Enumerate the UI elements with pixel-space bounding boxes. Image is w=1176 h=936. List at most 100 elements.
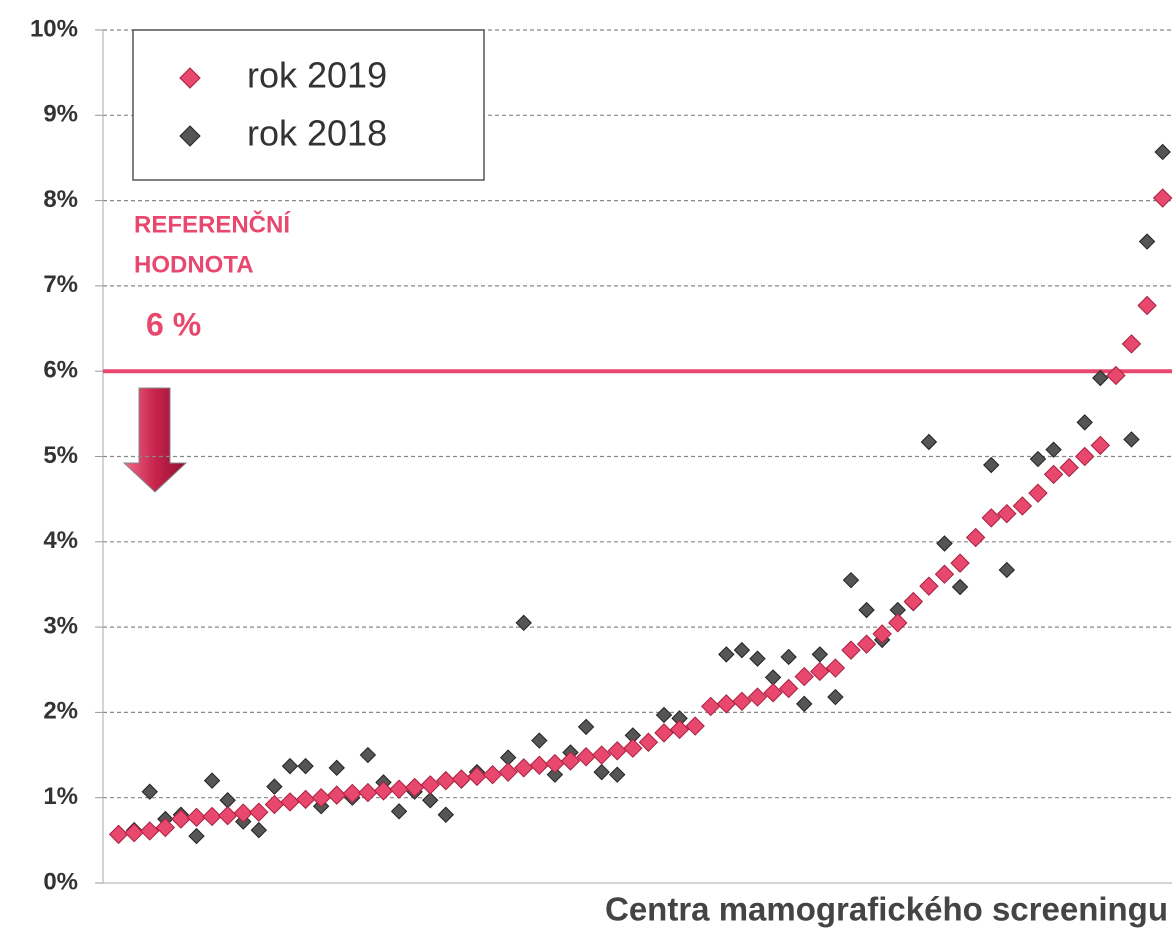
point: [250, 821, 268, 839]
point: [389, 779, 409, 799]
point: [171, 809, 191, 829]
point: [560, 751, 581, 771]
point: [1029, 450, 1047, 468]
y-tick-label: 6%: [43, 357, 78, 384]
point: [373, 781, 394, 801]
point: [233, 803, 253, 823]
point: [1138, 233, 1156, 250]
point: [998, 561, 1016, 579]
point: [1152, 188, 1173, 208]
point: [1012, 496, 1033, 516]
point: [280, 792, 300, 812]
point: [342, 783, 363, 804]
point: [965, 527, 986, 548]
point: [202, 806, 222, 827]
point: [981, 508, 1001, 528]
point: [718, 646, 735, 663]
point: [482, 764, 503, 785]
point: [607, 741, 627, 761]
reference-title: HODNOTA: [134, 251, 254, 278]
point: [390, 803, 408, 820]
point: [203, 772, 221, 789]
point: [858, 601, 875, 619]
point: [531, 732, 548, 749]
y-tick-label: 3%: [43, 612, 78, 639]
point: [842, 571, 860, 589]
point: [186, 807, 207, 828]
legend-label: rok 2018: [247, 113, 387, 154]
point: [1028, 483, 1048, 503]
y-tick-label: 2%: [43, 698, 78, 725]
legend-marker: [179, 67, 201, 89]
y-tick-label: 5%: [43, 442, 78, 469]
point: [546, 766, 564, 783]
point: [529, 755, 550, 775]
y-tick-label: 8%: [43, 186, 78, 213]
point: [420, 775, 440, 795]
point: [404, 777, 425, 798]
point: [794, 666, 814, 687]
point: [264, 794, 285, 815]
point: [1106, 365, 1126, 386]
point: [747, 687, 768, 707]
y-tick-label: 9%: [43, 101, 78, 128]
point: [297, 757, 314, 775]
point: [593, 763, 610, 781]
point: [295, 789, 316, 810]
point: [669, 719, 690, 740]
point: [591, 745, 612, 765]
point: [950, 553, 970, 573]
point: [281, 757, 299, 775]
point: [825, 658, 846, 678]
point: [934, 564, 955, 584]
y-tick-label: 0%: [43, 868, 78, 895]
point: [311, 787, 331, 808]
point: [780, 648, 797, 666]
point: [778, 678, 799, 699]
point: [1059, 457, 1079, 478]
point: [545, 753, 565, 774]
point: [124, 822, 144, 843]
point: [936, 535, 953, 552]
point: [654, 723, 674, 743]
y-tick-label: 10%: [30, 15, 78, 42]
point: [108, 824, 129, 845]
point: [811, 646, 829, 663]
legend-marker: [179, 125, 201, 147]
point: [249, 802, 269, 822]
point: [359, 746, 377, 764]
point: [638, 732, 659, 752]
point: [1075, 446, 1095, 467]
point: [577, 718, 595, 736]
point: [1154, 143, 1171, 161]
point: [358, 782, 378, 803]
point: [576, 747, 596, 767]
point: [328, 759, 345, 777]
point: [1043, 464, 1064, 485]
reference-title: REFERENČNÍ: [134, 210, 291, 238]
point: [140, 821, 160, 841]
point: [903, 591, 924, 612]
point: [919, 576, 939, 596]
point: [141, 783, 158, 800]
point: [1092, 369, 1109, 387]
point: [685, 716, 705, 736]
point: [437, 806, 455, 823]
point: [827, 688, 844, 706]
point: [1076, 414, 1093, 431]
point: [155, 817, 176, 838]
point: [514, 758, 534, 778]
point: [764, 669, 782, 686]
reference-label: 6 %: [146, 306, 201, 342]
point: [749, 650, 766, 667]
point: [733, 641, 751, 659]
point: [732, 691, 752, 712]
point: [856, 634, 877, 654]
point: [1045, 441, 1062, 458]
point: [716, 694, 737, 714]
point: [1121, 334, 1142, 354]
point: [219, 792, 236, 809]
point: [701, 696, 721, 717]
point: [872, 624, 892, 644]
point: [841, 640, 861, 660]
